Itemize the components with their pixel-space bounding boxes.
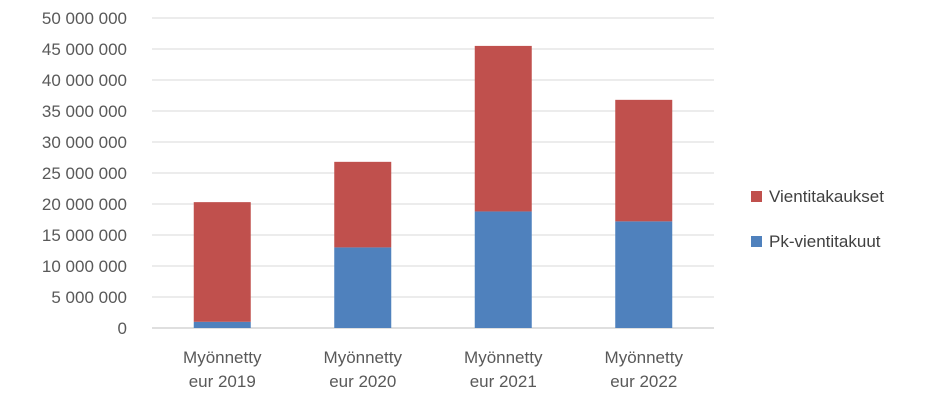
- x-tick-label: eur 2021: [470, 372, 537, 391]
- y-tick-label: 25 000 000: [42, 164, 127, 183]
- y-tick-label: 15 000 000: [42, 226, 127, 245]
- y-axis: 0 5 000 000 10 000 000 15 000 000 20 000 000…: [42, 9, 127, 338]
- bar-pk-vientitakuut: [193, 321, 251, 328]
- y-tick-label: 45 000 000: [42, 40, 127, 59]
- bar-pk-vientitakuut: [334, 247, 392, 328]
- x-tick-label: Myönnetty: [324, 348, 403, 367]
- y-tick-label: 50 000 000: [42, 9, 127, 28]
- x-tick-label: eur 2022: [610, 372, 677, 391]
- legend-label: Pk-vientitakuut: [769, 232, 881, 251]
- y-tick-label: 20 000 000: [42, 195, 127, 214]
- y-tick-label: 30 000 000: [42, 133, 127, 152]
- y-tick-label: 0: [118, 319, 127, 338]
- legend-label: Vientitakaukset: [769, 187, 884, 206]
- bar-vientitakaukset: [474, 45, 532, 212]
- legend-swatch: [751, 236, 762, 247]
- bar-vientitakaukset: [193, 202, 251, 322]
- bar-pk-vientitakuut: [615, 221, 673, 328]
- x-tick-label: eur 2020: [329, 372, 396, 391]
- y-tick-label: 5 000 000: [51, 288, 127, 307]
- x-axis: Myönnetty eur 2019 Myönnetty eur 2020 Myönne…: [183, 348, 683, 391]
- legend: Vientitakaukset Pk-vientitakuut: [751, 187, 884, 251]
- y-tick-label: 35 000 000: [42, 102, 127, 121]
- x-tick-label: Myönnetty: [183, 348, 262, 367]
- legend-swatch: [751, 191, 762, 202]
- y-tick-label: 10 000 000: [42, 257, 127, 276]
- bar-pk-vientitakuut: [474, 211, 532, 328]
- x-tick-label: Myönnetty: [464, 348, 543, 367]
- bar-vientitakaukset: [334, 161, 392, 248]
- x-tick-label: Myönnetty: [605, 348, 684, 367]
- x-tick-label: eur 2019: [189, 372, 256, 391]
- bar-vientitakaukset: [615, 99, 673, 222]
- y-tick-label: 40 000 000: [42, 71, 127, 90]
- bars: [193, 45, 673, 328]
